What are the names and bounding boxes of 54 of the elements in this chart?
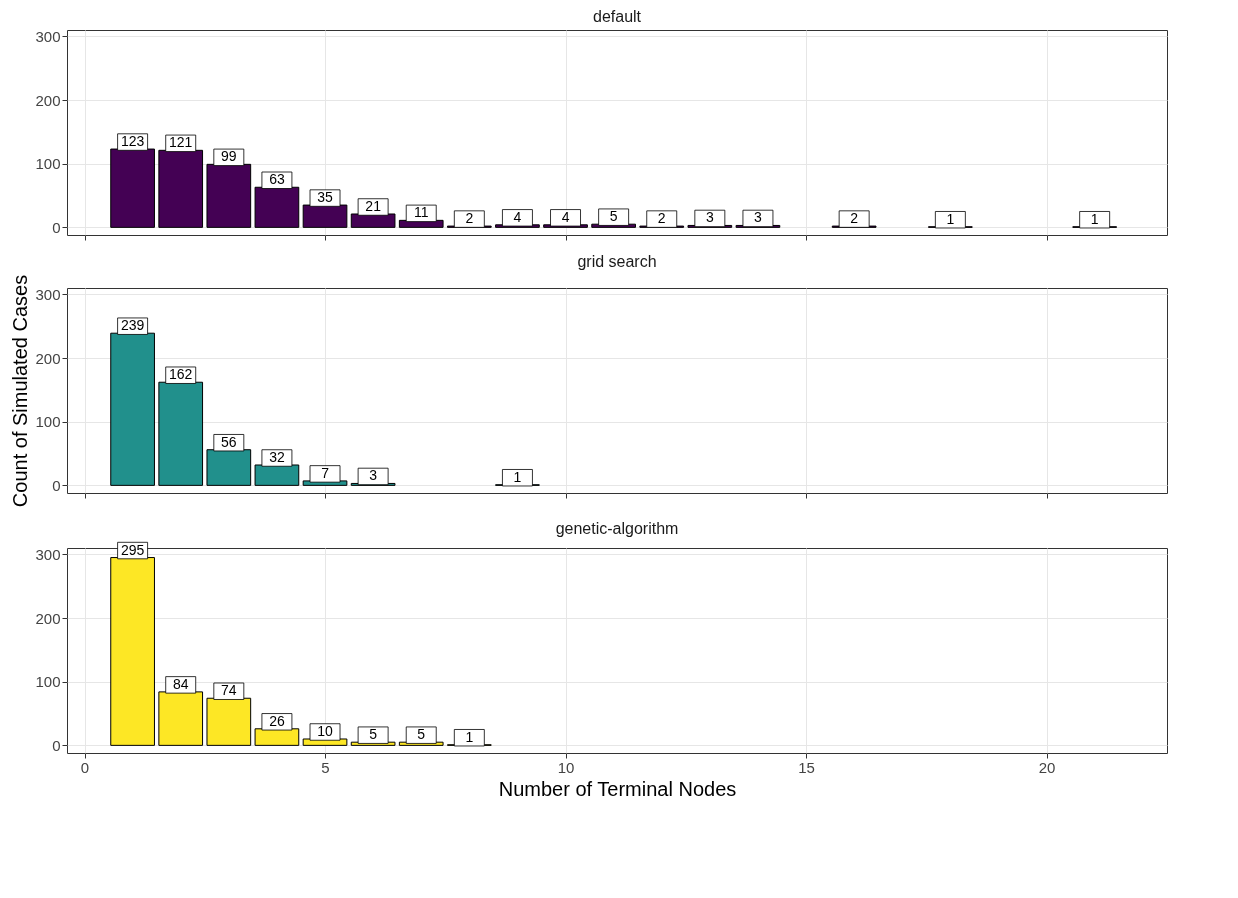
data-label: 162 [169,366,193,383]
chart-title: genetic-algorithm [555,519,679,537]
data-label: 295 [120,541,145,558]
data-label: 21 [365,197,382,214]
y-tick-label: 0 [52,218,61,236]
x-tick-label: 0 [80,758,90,776]
data-label: 26 [269,712,285,729]
data-label: 2 [657,210,666,227]
y-tick-label: 100 [35,155,61,173]
data-label: 4 [513,208,522,225]
data-label: 10 [317,722,334,739]
data-label: 239 [120,317,145,334]
data-label: 1 [946,210,955,227]
data-label: 63 [269,171,285,188]
x-tick-label: 15 [798,758,815,776]
y-tick-label: 300 [35,545,61,563]
y-tick-label: 0 [52,476,61,494]
x-tick-label: 5 [321,758,330,776]
data-label: 32 [269,448,285,465]
data-label: 4 [561,208,570,225]
data-label: 123 [120,133,145,150]
data-label: 1 [513,468,522,485]
data-label: 3 [369,467,378,484]
data-label: 84 [172,675,189,692]
x-axis-title: Number of Terminal Nodes [498,777,737,800]
data-label: 2 [850,210,859,227]
data-label: 56 [221,433,237,450]
data-label: 74 [221,682,237,699]
y-tick-label: 300 [35,285,61,303]
chart-title: default [592,8,642,26]
y-tick-label: 100 [35,413,61,431]
y-axis-title: Count of Simulated Cases [9,274,32,508]
data-label: 3 [705,209,714,226]
y-tick-label: 0 [52,736,61,754]
y-tick-label: 200 [35,609,61,627]
data-label: 99 [221,148,237,165]
chart-title: grid search [577,253,657,271]
data-label: 1 [1090,210,1099,227]
data-label: 11 [413,204,429,221]
y-tick-label: 200 [35,91,61,109]
x-tick-label: 20 [1038,758,1056,776]
data-label: 5 [417,726,426,743]
data-label: 35 [317,189,334,206]
x-tick-label: 10 [557,758,575,776]
y-tick-label: 300 [35,27,61,45]
y-tick-label: 200 [35,349,61,367]
data-label: 1 [465,728,474,745]
data-label: 3 [754,209,763,226]
y-tick-label: 100 [35,673,61,691]
data-label: 7 [321,464,330,481]
data-label: 121 [169,134,193,151]
data-label: 5 [609,208,618,225]
data-label: 2 [465,210,474,227]
data-label: 5 [369,726,378,743]
